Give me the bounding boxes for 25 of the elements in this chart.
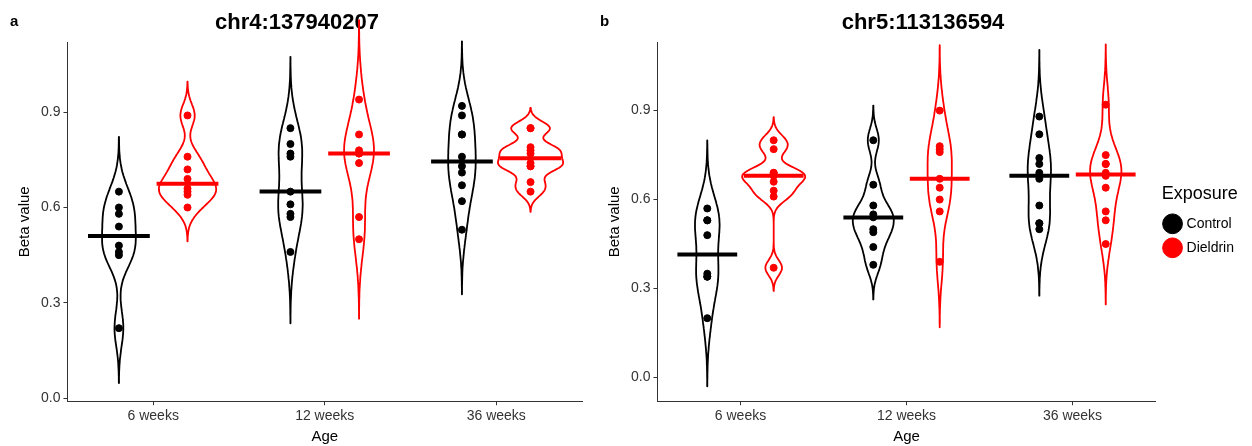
text: a <box>10 11 19 29</box>
x-tick-label: 12 weeks <box>876 407 937 424</box>
y-tick-label: 0.6 <box>630 190 651 207</box>
chart-title: chr4:137940207 <box>215 9 379 35</box>
y-tick-label: 0.3 <box>40 293 61 310</box>
y-tick-label: 0.3 <box>630 279 651 296</box>
legend-label: Control <box>1186 214 1232 231</box>
y-tick-label: 0.0 <box>630 368 651 385</box>
x-tick-label: 6 weeks <box>127 407 179 424</box>
x-tick-label: 36 weeks <box>466 407 526 424</box>
y-tick-label: 0.9 <box>40 103 61 120</box>
legend-label: Dieldrin <box>1186 238 1235 255</box>
chart-title: chr5:113136594 <box>841 9 1006 35</box>
text: b <box>600 11 610 29</box>
x-tick-label: 36 weeks <box>1042 407 1103 424</box>
y-axis-title: Beta value <box>605 186 623 258</box>
x-tick-label: 6 weeks <box>714 407 767 424</box>
x-tick-label: 12 weeks <box>295 407 355 424</box>
y-tick-label: 0.6 <box>40 198 61 215</box>
y-tick-label: 0.0 <box>40 388 61 405</box>
x-axis-title: Age <box>893 427 920 445</box>
x-axis-title: Age <box>311 427 339 445</box>
legend-title: Exposure <box>1161 183 1238 204</box>
y-tick-label: 0.9 <box>630 101 651 118</box>
y-axis-title: Beta value <box>15 186 33 258</box>
